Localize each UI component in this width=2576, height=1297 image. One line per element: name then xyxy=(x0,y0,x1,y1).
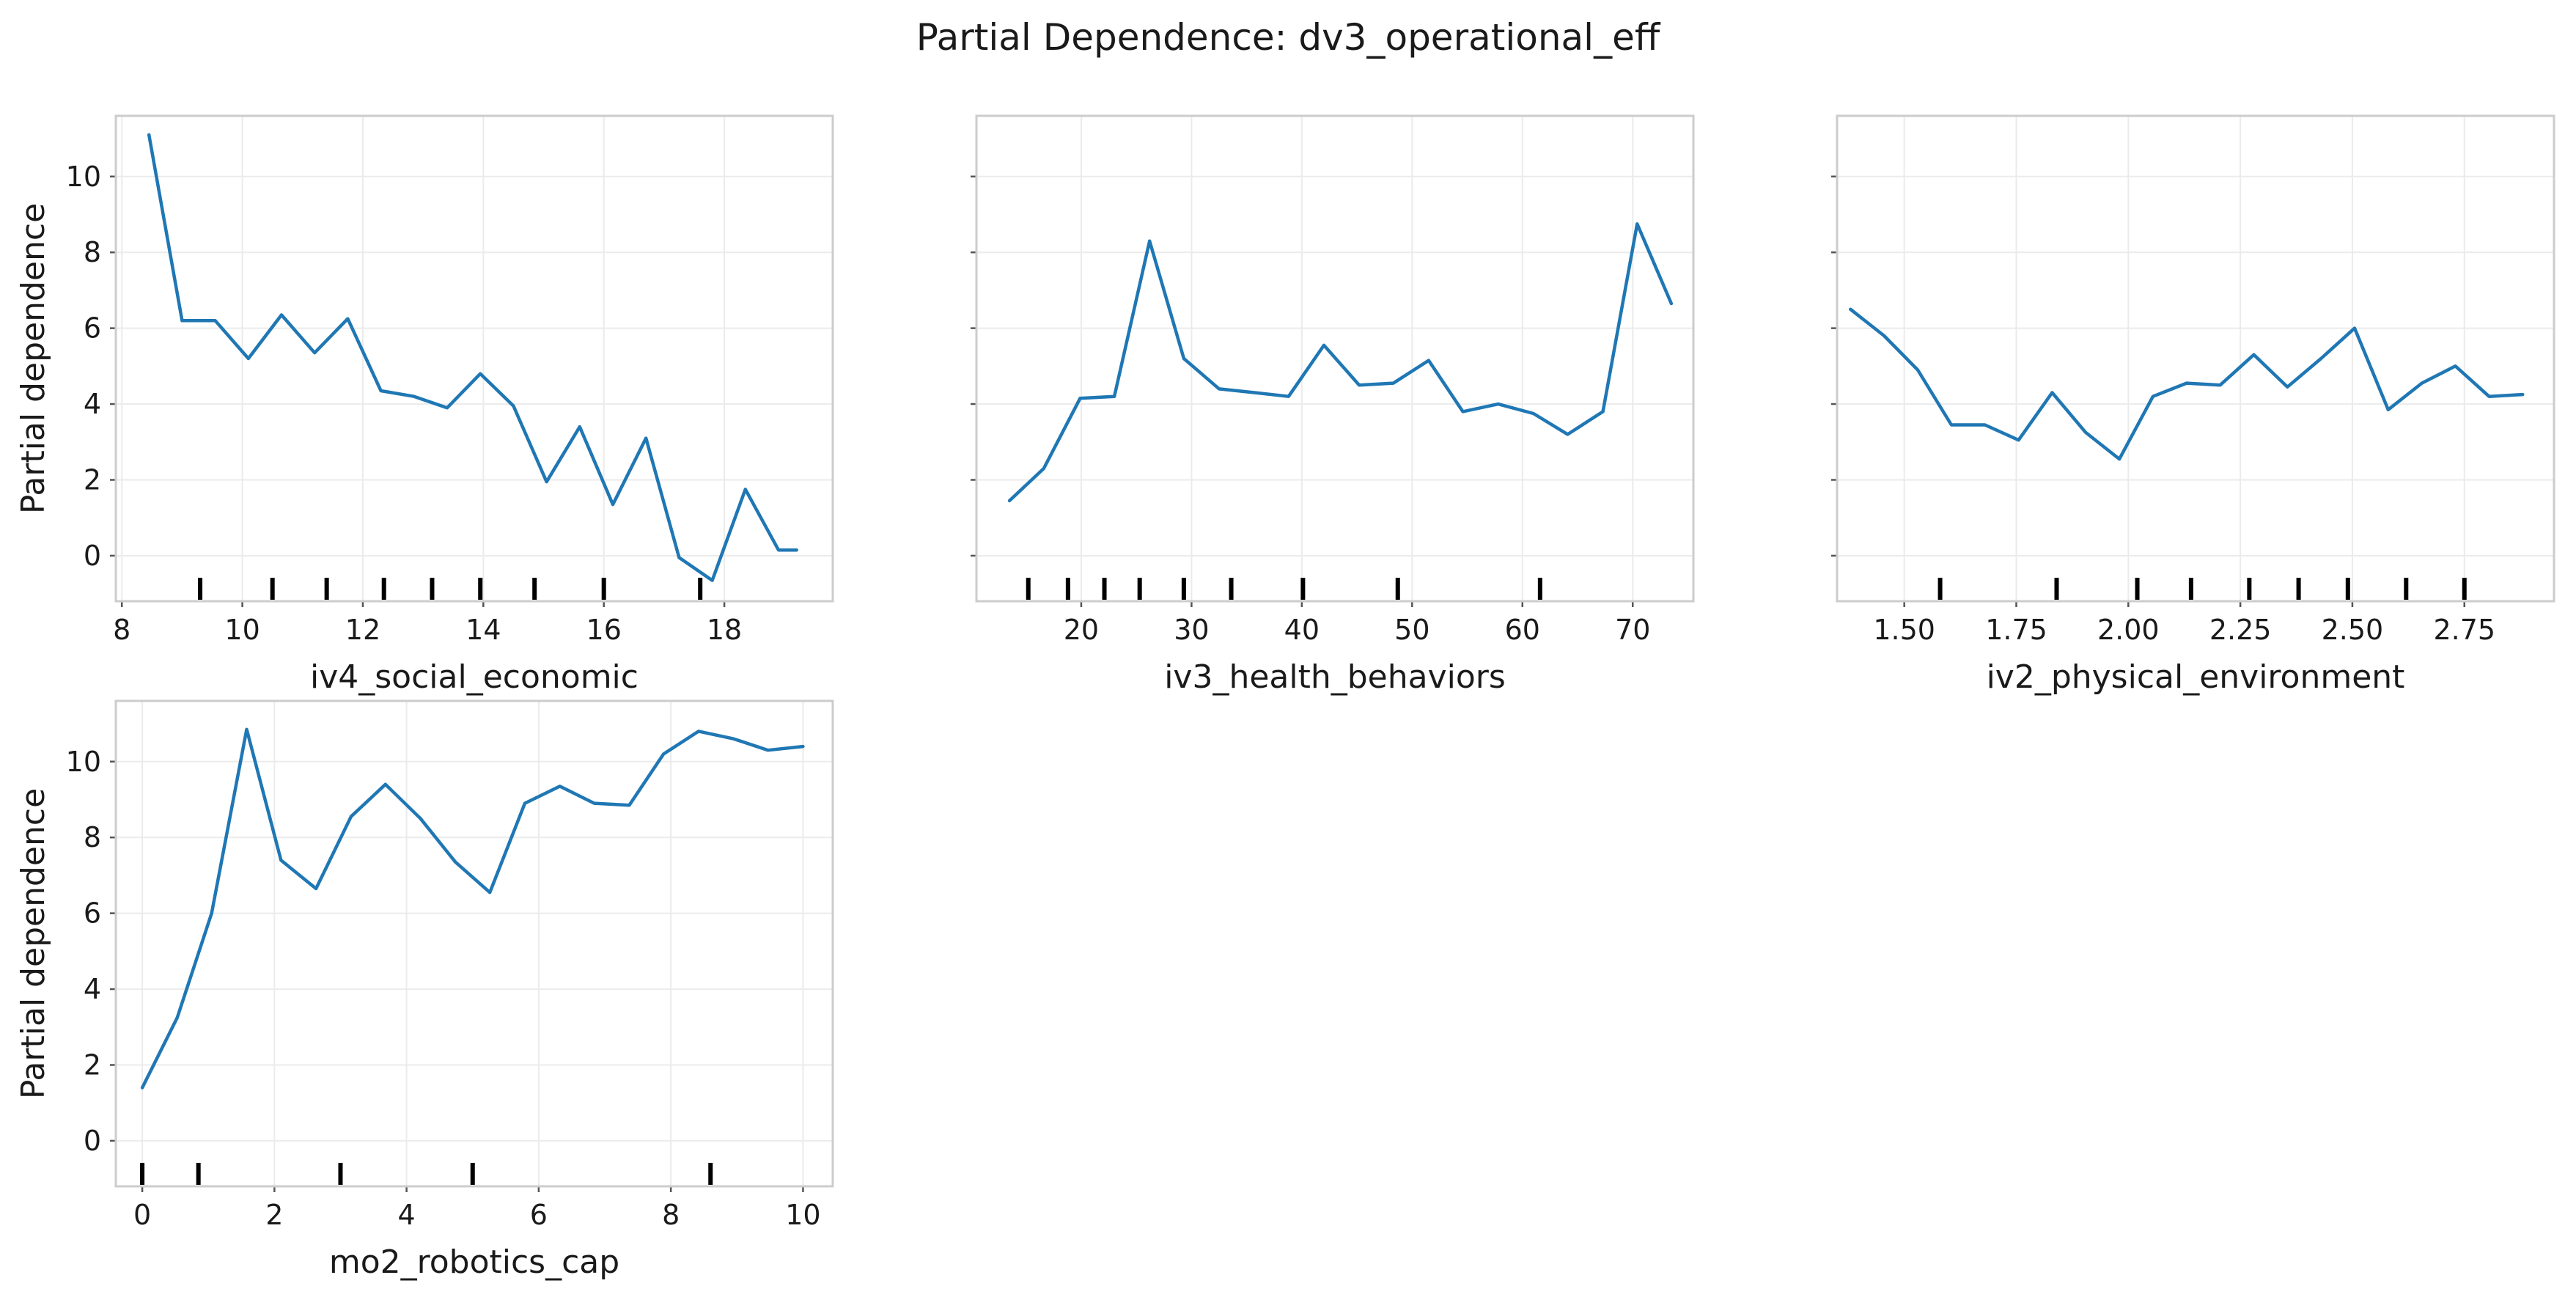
x-tick-label: 50 xyxy=(1394,614,1429,646)
axes-frame xyxy=(114,699,834,1188)
x-tick-label: 70 xyxy=(1615,614,1650,646)
y-tick-label: 8 xyxy=(84,821,101,853)
y-tick-label: 4 xyxy=(84,388,101,420)
x-tick-label: 16 xyxy=(586,614,622,646)
y-tick-label: 2 xyxy=(84,1049,101,1081)
x-tick-label: 8 xyxy=(113,614,130,646)
y-tick-label: 10 xyxy=(66,161,101,193)
x-axis-label: iv4_social_economic xyxy=(310,658,639,696)
pd-panel-2: 20 30 40 50 60 70 iv3_health_behaviors xyxy=(971,114,1695,696)
x-tick-label: 2.00 xyxy=(2097,614,2160,646)
axes-frame xyxy=(975,114,1695,603)
x-tick-label: 60 xyxy=(1505,614,1540,646)
y-tick-label: 8 xyxy=(84,236,101,268)
y-tick-label: 0 xyxy=(84,1125,101,1157)
x-tick-label: 14 xyxy=(465,614,501,646)
x-axis-label: mo2_robotics_cap xyxy=(329,1243,619,1281)
x-tick-label: 30 xyxy=(1174,614,1209,646)
x-tick-label: 18 xyxy=(707,614,742,646)
figure-title: Partial Dependence: dv3_operational_eff xyxy=(916,16,1660,59)
pd-panel-3: 1.50 1.75 2.00 2.25 2.50 2.75 iv2_physical_env… xyxy=(1831,114,2555,696)
x-axis-label: iv2_physical_environment xyxy=(1987,658,2405,696)
x-tick-label: 4 xyxy=(398,1199,416,1231)
y-tick-label: 0 xyxy=(84,540,101,572)
y-axis-label: Partial dependence xyxy=(15,788,52,1099)
x-tick-label: 2.25 xyxy=(2209,614,2272,646)
x-tick-label: 2 xyxy=(265,1199,283,1231)
x-tick-label: 1.50 xyxy=(1873,614,1935,646)
pd-series-line xyxy=(1007,222,1674,503)
pd-series-line xyxy=(140,727,805,1090)
pd-panel-1: 8 10 12 14 16 18 0 2 4 6 8 10 iv4_social_economic Par… xyxy=(15,114,834,696)
x-tick-label: 10 xyxy=(224,614,260,646)
y-axis-label: Partial dependence xyxy=(15,203,52,514)
x-tick-label: 20 xyxy=(1064,614,1099,646)
x-tick-label: 40 xyxy=(1284,614,1320,646)
y-tick-label: 6 xyxy=(84,897,101,930)
x-tick-label: 0 xyxy=(133,1199,151,1231)
x-tick-label: 8 xyxy=(662,1199,680,1231)
axes-frame xyxy=(114,114,834,603)
pd-series-line xyxy=(1849,307,2525,461)
x-tick-label: 2.50 xyxy=(2322,614,2384,646)
y-tick-label: 2 xyxy=(84,464,101,496)
x-tick-label: 10 xyxy=(785,1199,820,1231)
y-tick-label: 10 xyxy=(66,746,101,778)
pd-series-line xyxy=(147,133,798,582)
pd-panel-4: 0 2 4 6 8 10 0 2 4 6 8 10 mo2_robotics_cap Partial de… xyxy=(15,699,834,1281)
y-tick-label: 6 xyxy=(84,312,101,345)
x-axis-label: iv3_health_behaviors xyxy=(1164,658,1506,696)
axes-frame xyxy=(1836,114,2555,603)
x-tick-label: 2.75 xyxy=(2433,614,2495,646)
x-tick-label: 6 xyxy=(530,1199,548,1231)
y-tick-label: 4 xyxy=(84,973,101,1005)
x-tick-label: 1.75 xyxy=(1985,614,2047,646)
x-tick-label: 12 xyxy=(345,614,380,646)
